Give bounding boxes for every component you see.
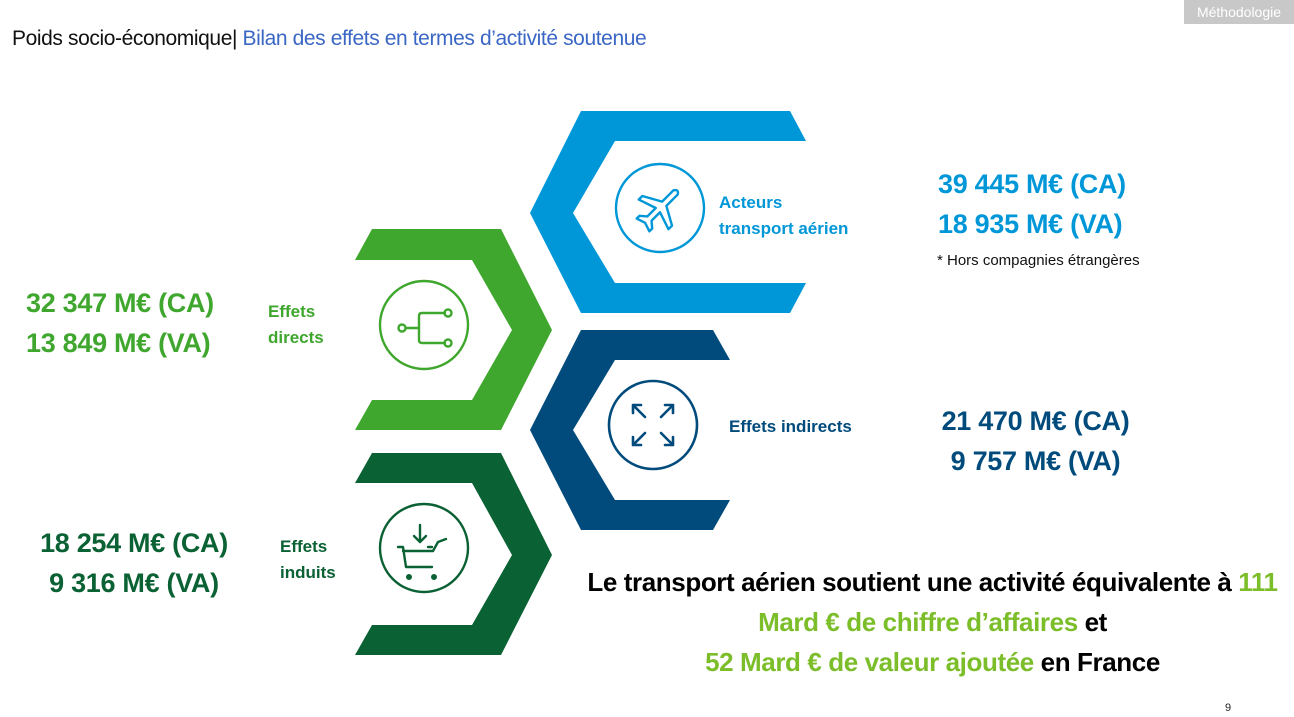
induits-label-line1: Effets (280, 537, 328, 556)
induits-label-line2: induits (280, 563, 336, 582)
induits-label: Effets induits (280, 534, 336, 586)
indirects-label: Effets indirects (729, 417, 852, 436)
directs-label: Effets directs (268, 299, 324, 351)
acteurs-label: Acteurs transport aérien (719, 190, 848, 242)
airplane-icon (614, 162, 706, 254)
page-title: Poids socio-économique| Bilan des effets… (12, 27, 647, 51)
page-number: 9 (1225, 702, 1232, 714)
acteurs-footnote: * Hors compagnies étrangères (937, 252, 1140, 269)
indirects-values: 21 470 M€ (CA) 9 757 M€ (VA) (928, 401, 1143, 481)
expand-arrows-icon (607, 379, 699, 471)
indirects-hexagon-frame (530, 330, 730, 530)
title-main: Poids socio-économique| (12, 27, 238, 50)
conclusion-statement: Le transport aérien soutient une activit… (585, 562, 1280, 682)
conclusion-text-3: en France (1033, 647, 1161, 677)
induits-hexagon-frame (355, 453, 552, 655)
acteurs-ca-value: 39 445 M€ (CA) (938, 169, 1126, 199)
conclusion-highlight-ca: 111 Mard € de chiffre d’affaires (758, 567, 1278, 637)
indirects-va-value: 9 757 M€ (VA) (950, 446, 1121, 476)
indirects-ca-value: 21 470 M€ (CA) (941, 406, 1130, 436)
conclusion-highlight-va: 52 Mard € de valeur ajoutée (705, 647, 1034, 677)
induits-va-value: 9 316 M€ (VA) (49, 568, 219, 598)
shopping-cart-icon (378, 502, 470, 594)
acteurs-values: 39 445 M€ (CA) 18 935 M€ (VA) (938, 164, 1126, 244)
acteurs-hexagon-frame (530, 111, 806, 313)
acteurs-va-value: 18 935 M€ (VA) (938, 209, 1123, 239)
directs-hexagon-frame (355, 229, 552, 430)
induits-ca-value: 18 254 M€ (CA) (40, 528, 228, 558)
acteurs-label-line2: transport aérien (719, 219, 849, 238)
directs-values: 32 347 M€ (CA) 13 849 M€ (VA) (26, 283, 214, 363)
methodology-button[interactable]: Méthodologie (1184, 0, 1294, 24)
title-subtitle: Bilan des effets en termes d’activité so… (237, 27, 647, 50)
acteurs-label-line1: Acteurs (719, 193, 783, 212)
directs-ca-value: 32 347 M€ (CA) (26, 288, 214, 318)
directs-label-line2: directs (268, 328, 324, 347)
conclusion-text-1: Le transport aérien soutient une activit… (587, 567, 1239, 597)
directs-label-line1: Effets (268, 302, 316, 321)
induits-values: 18 254 M€ (CA) 9 316 M€ (VA) (26, 523, 242, 603)
branch-network-icon (378, 279, 470, 371)
conclusion-text-2: et (1077, 607, 1108, 637)
directs-va-value: 13 849 M€ (VA) (26, 328, 211, 358)
